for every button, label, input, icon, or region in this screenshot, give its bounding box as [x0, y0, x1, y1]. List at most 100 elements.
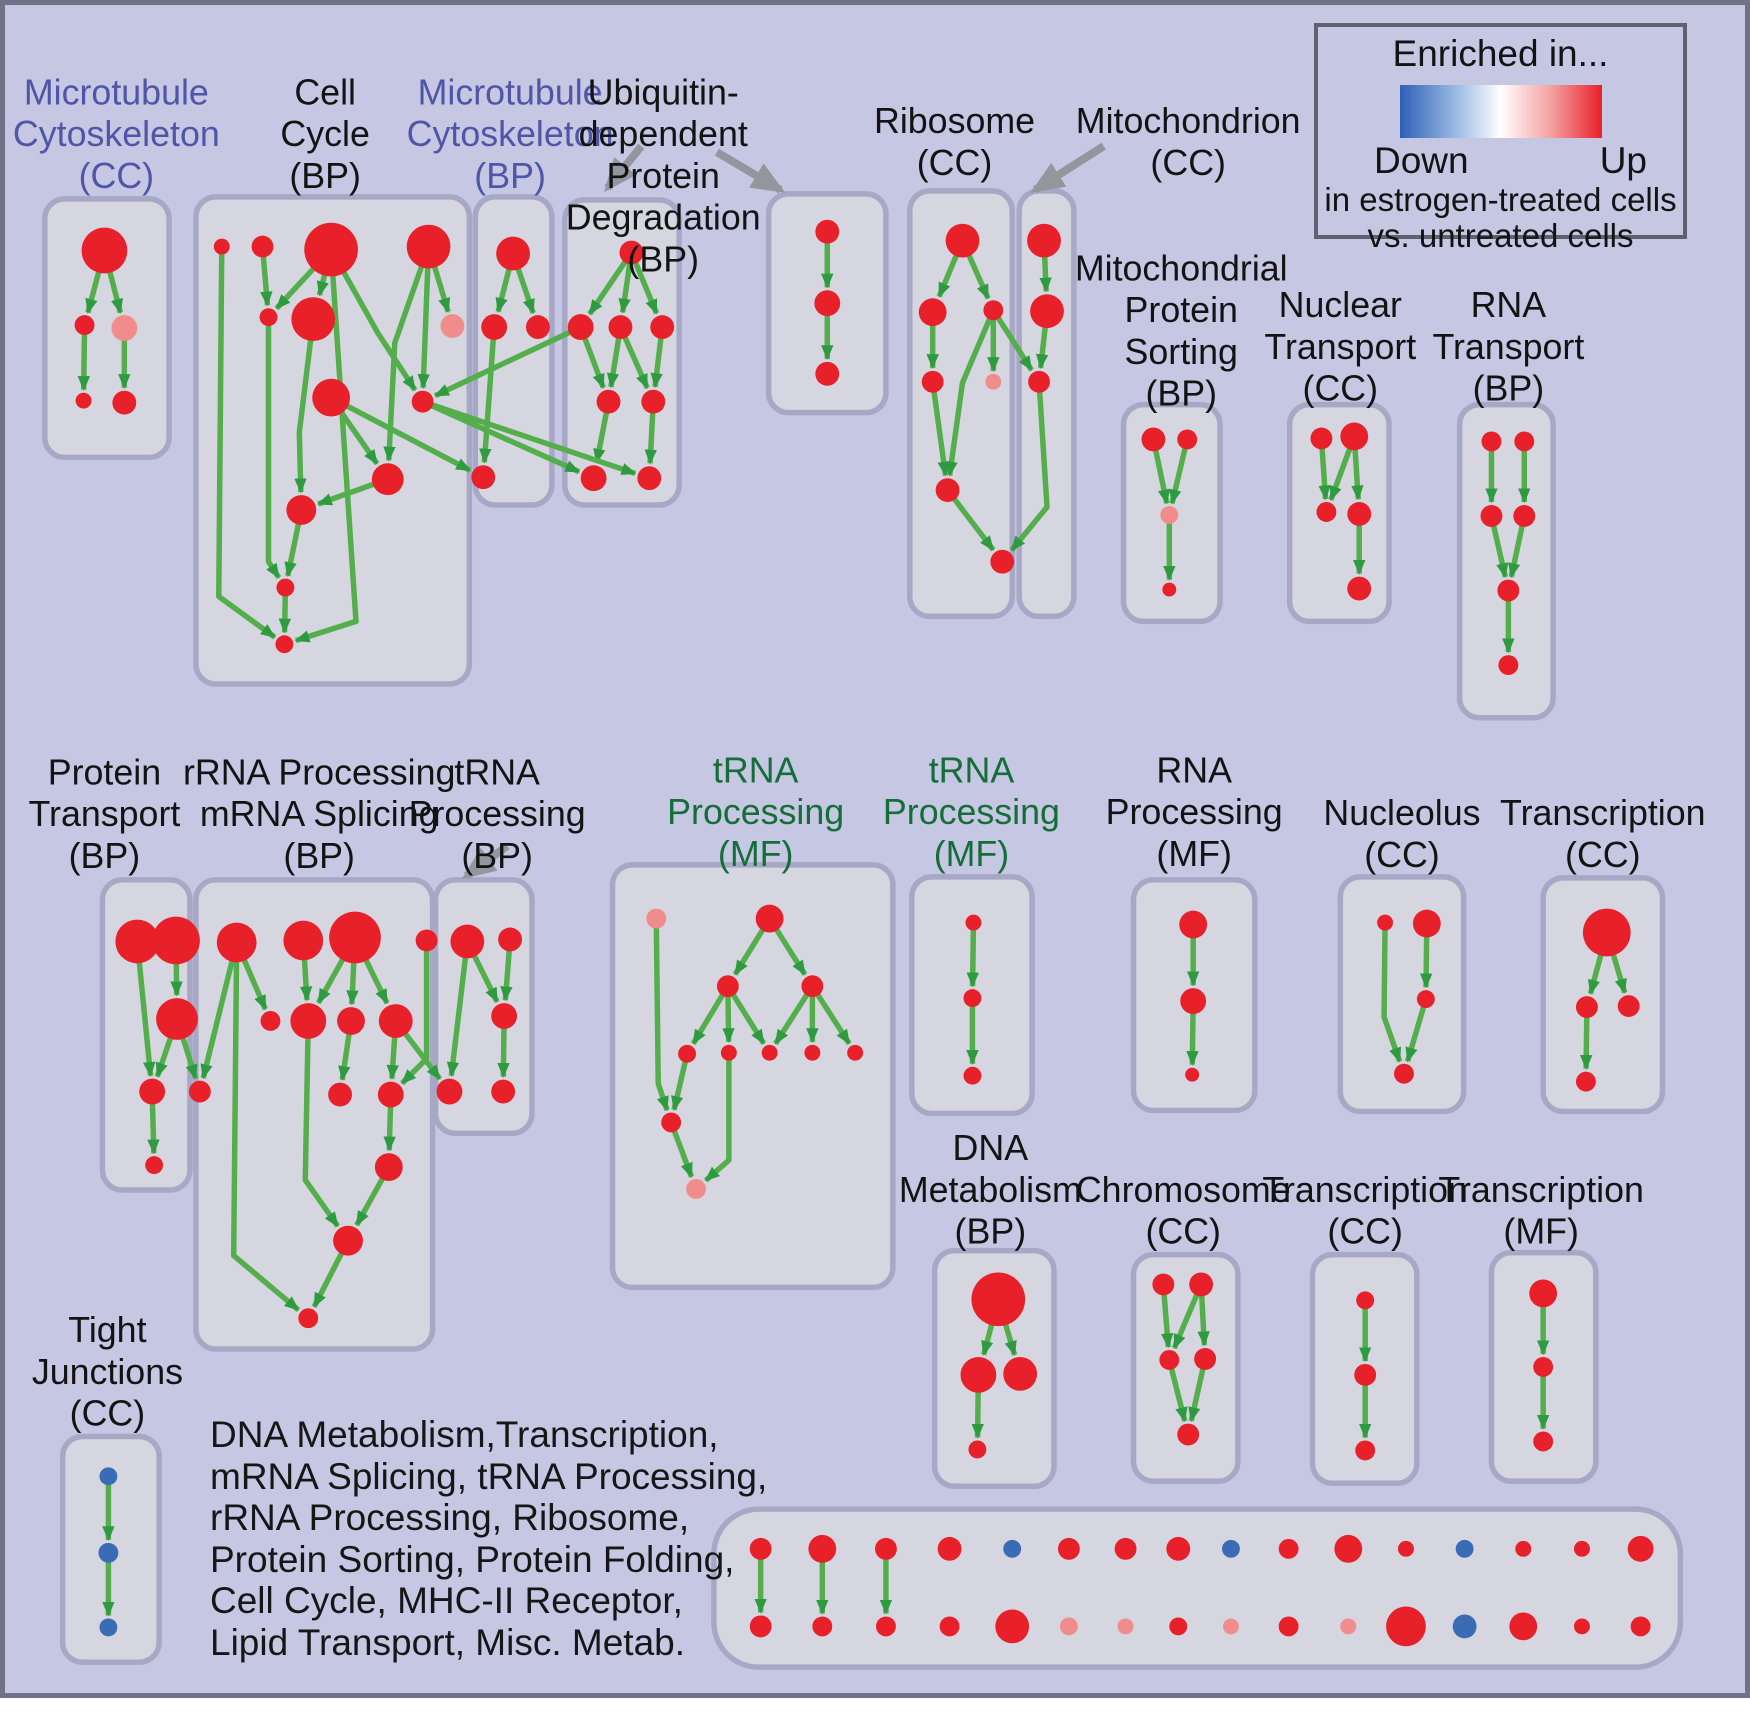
go-term-node-red [608, 315, 633, 340]
go-term-node-red [275, 635, 294, 654]
misc-annotation-line: Protein Sorting, Protein Folding, [210, 1538, 735, 1580]
go-term-node-red [378, 1004, 413, 1038]
cluster-label-mtcc: Microtubule Cytoskeleton (CC) [13, 72, 220, 196]
graph-edge [1166, 1359, 1188, 1423]
graph-edge [703, 1052, 732, 1183]
go-term-node-red [491, 1079, 516, 1104]
cluster-box-chrom [1130, 1251, 1241, 1484]
go-term-node-pink [1059, 1617, 1078, 1636]
graph-edge [446, 941, 471, 1078]
go-term-node-pink [646, 908, 667, 929]
graph-edge [302, 1020, 340, 1228]
label-callout-arrow [603, 143, 645, 193]
cluster-label-pt: Protein Transport (BP) [29, 752, 181, 876]
go-term-node-red [1533, 1356, 1554, 1377]
graph-edge [945, 309, 996, 477]
go-term-node-red [650, 315, 675, 340]
go-term-node-red [1354, 1363, 1377, 1386]
graph-edge [653, 918, 670, 1112]
go-term-node-red [1169, 1617, 1188, 1636]
go-term-node-red [716, 975, 739, 998]
go-term-node-red [304, 222, 358, 277]
go-term-node-red [960, 1356, 997, 1393]
go-term-node-red [1177, 429, 1198, 450]
go-term-node-red [749, 1537, 772, 1560]
go-term-node-blue [99, 1467, 118, 1486]
label-callout-arrow [461, 842, 510, 880]
go-term-node-red [1515, 1540, 1532, 1557]
go-term-node-red [815, 219, 840, 244]
cluster-box-nt [1286, 401, 1392, 625]
go-term-node-red [1347, 502, 1372, 526]
go-term-node-red [406, 224, 451, 269]
go-term-node-red [815, 361, 840, 386]
go-term-node-red [1179, 910, 1208, 939]
graph-edge [966, 922, 979, 988]
graph-edge [230, 942, 301, 1313]
cluster-label-rnamf: RNA Processing (MF) [1106, 750, 1283, 874]
cluster-label-trnamf2: tRNA Processing (MF) [883, 750, 1060, 874]
cluster-label-trnamf: tRNA Processing (MF) [667, 750, 844, 874]
cluster-label-mito: Mitochondrion (CC) [1076, 101, 1301, 183]
go-term-node-red [312, 378, 351, 417]
go-term-node-red [371, 463, 404, 496]
go-term-node-red [1575, 996, 1598, 1018]
go-term-node-red [81, 227, 128, 274]
go-term-node-red [1498, 655, 1519, 676]
graph-edge [383, 245, 432, 462]
go-term-node-red [1347, 576, 1372, 601]
cluster-box-mtcc [42, 196, 172, 461]
go-term-node-red [814, 290, 841, 317]
go-term-node-red [139, 1078, 166, 1105]
graph-edge [77, 325, 91, 391]
go-term-node-red [918, 298, 947, 327]
cluster-label-transccB: Transcription (CC) [1262, 1170, 1468, 1252]
go-term-node-red [1514, 431, 1535, 452]
go-term-node-red [965, 914, 982, 931]
go-term-node-red [496, 236, 530, 271]
go-term-node-red [963, 1066, 982, 1085]
cluster-box-trnamf [609, 862, 896, 1291]
go-term-node-red [74, 315, 95, 336]
cluster-label-transccM: Transcription (CC) [1500, 793, 1706, 875]
graph-edge [773, 984, 815, 1046]
go-term-node-pink [985, 373, 1002, 390]
go-term-node-red [755, 904, 784, 933]
go-term-node-pink [686, 1179, 706, 1199]
go-term-node-red [1509, 1612, 1538, 1641]
go-term-node-red [471, 465, 496, 490]
go-term-node-red [963, 989, 982, 1008]
go-term-node-red [481, 314, 508, 341]
cluster-box-rt [1456, 401, 1556, 721]
go-term-node-red [1334, 1534, 1363, 1563]
graph-edge [294, 318, 316, 494]
go-term-node-pink [440, 314, 465, 339]
go-term-node-red [1057, 1537, 1080, 1560]
go-term-node-red [374, 1153, 403, 1182]
cluster-label-nt: Nuclear Transport (CC) [1264, 285, 1416, 409]
cluster-label-tight: Tight Junctions (CC) [32, 1310, 183, 1434]
go-term-node-red [812, 1616, 833, 1637]
go-term-node-red [1141, 427, 1166, 452]
graph-edge [328, 248, 418, 392]
go-term-node-red [329, 911, 381, 964]
graph-edge [479, 326, 497, 464]
go-term-node-red [298, 1308, 319, 1329]
go-term-node-red [678, 1044, 697, 1063]
legend-subtitle-1: in estrogen-treated cells [1324, 181, 1677, 218]
go-term-node-red [1627, 1535, 1654, 1562]
go-term-node-red [1185, 1067, 1200, 1082]
go-term-node-red [580, 465, 607, 492]
go-term-node-red [1630, 1616, 1651, 1637]
go-term-node-red [1194, 1348, 1217, 1370]
go-term-node-red [260, 1011, 281, 1031]
graph-edge [329, 395, 472, 473]
go-term-node-red [1416, 990, 1435, 1009]
cluster-box-bottom [711, 1506, 1684, 1670]
cluster-label-chrom: Chromosome (CC) [1076, 1170, 1291, 1252]
go-term-node-red [1114, 1537, 1137, 1560]
go-term-node-pink [1340, 1618, 1357, 1635]
go-term-node-red [761, 1044, 778, 1061]
diagram-canvas: Microtubule Cytoskeleton (CC) Cell Cycle (BP)… [13, 72, 1706, 1670]
go-term-node-red [415, 929, 438, 952]
